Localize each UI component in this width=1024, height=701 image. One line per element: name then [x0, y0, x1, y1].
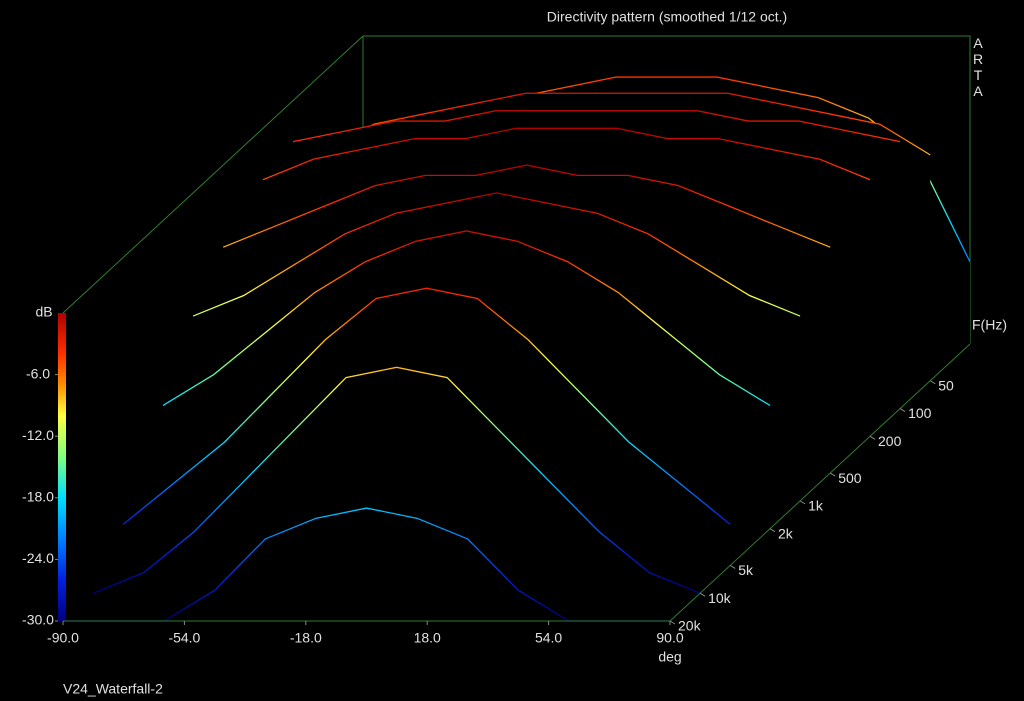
f-axis: [669, 343, 971, 622]
slice-line: [222, 164, 831, 248]
f-tick: [669, 620, 676, 625]
slice-line: [322, 92, 931, 156]
z-tick-label: -30.0: [22, 612, 54, 628]
f-tick-label: 100: [908, 405, 932, 421]
f-axis-label: F(Hz): [972, 317, 1007, 333]
f-tick-label: 5k: [738, 562, 754, 578]
f-tick-label: 50: [938, 377, 954, 393]
x-tick-label: 54.0: [535, 630, 562, 646]
x-tick-label: -90.0: [47, 630, 79, 646]
f-tick-label: 2k: [778, 525, 794, 541]
z-tick-label: -12.0: [22, 427, 54, 443]
slice-line: [122, 287, 731, 525]
f-tick: [829, 472, 836, 477]
x-tick-label: -18.0: [290, 630, 322, 646]
slice-line: [192, 192, 801, 317]
z-axis-label: dB: [35, 304, 52, 320]
f-tick-label: 10k: [708, 590, 732, 606]
x-axis-label: deg: [658, 649, 681, 665]
slice-mask: [63, 508, 670, 621]
f-tick: [769, 528, 776, 533]
frame: [62, 35, 971, 344]
f-tick-label: 20k: [678, 618, 702, 634]
chart-title: Directivity pattern (smoothed 1/12 oct.): [547, 9, 787, 25]
f-tick-label: 1k: [808, 498, 824, 514]
x-tick-label: -54.0: [168, 630, 200, 646]
f-tick-label: 500: [838, 470, 862, 486]
colorbar: [58, 313, 66, 621]
z-tick-label: -18.0: [22, 489, 54, 505]
x-tick-label: 18.0: [414, 630, 441, 646]
slice-line: [162, 230, 771, 407]
f-tick: [899, 408, 906, 412]
z-tick-label: -6.0: [26, 365, 50, 381]
x-tick-label: 90.0: [656, 630, 683, 646]
f-tick: [729, 564, 736, 569]
z-tick-label: -24.0: [22, 550, 54, 566]
slice-line: [262, 127, 871, 181]
slice-line: [292, 110, 901, 143]
f-tick: [699, 592, 706, 597]
slice-mask: [93, 367, 701, 594]
f-tick: [929, 380, 936, 385]
f-tick-label: 200: [878, 433, 902, 449]
slice-line: [92, 366, 701, 594]
f-tick: [799, 500, 806, 505]
footer: V24_Waterfall-2: [63, 681, 163, 697]
f-tick: [869, 435, 876, 440]
